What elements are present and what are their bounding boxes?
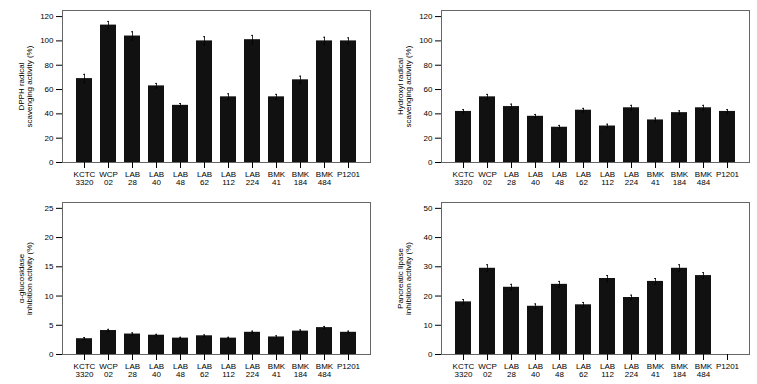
svg-text:Hydroxyl radicalscavenging act: Hydroxyl radicalscavenging activity (%) (396, 45, 413, 127)
svg-text:KCTC3320: KCTC3320 (453, 362, 475, 379)
svg-text:LAB48: LAB48 (173, 362, 188, 379)
svg-text:LAB48: LAB48 (552, 170, 567, 187)
svg-text:40: 40 (424, 233, 433, 242)
svg-text:BMK484: BMK484 (316, 170, 334, 187)
svg-text:0: 0 (428, 350, 433, 359)
svg-text:25: 25 (45, 204, 54, 213)
svg-text:LAB112: LAB112 (221, 170, 236, 187)
svg-text:P1201: P1201 (337, 170, 361, 179)
svg-text:0: 0 (49, 350, 54, 359)
svg-text:BMK184: BMK184 (671, 170, 689, 187)
svg-text:60: 60 (45, 85, 54, 94)
svg-text:40: 40 (45, 109, 54, 118)
svg-text:LAB28: LAB28 (504, 362, 519, 379)
svg-text:BMK41: BMK41 (268, 170, 286, 187)
svg-text:LAB62: LAB62 (197, 170, 212, 187)
svg-text:WCP02: WCP02 (478, 170, 497, 187)
svg-text:50: 50 (424, 204, 433, 213)
svg-text:LAB62: LAB62 (576, 170, 591, 187)
svg-text:20: 20 (424, 134, 433, 143)
svg-text:20: 20 (45, 134, 54, 143)
svg-text:LAB40: LAB40 (149, 362, 164, 379)
svg-text:LAB28: LAB28 (125, 362, 140, 379)
svg-text:40: 40 (424, 109, 433, 118)
svg-text:5: 5 (49, 321, 54, 330)
svg-text:LAB28: LAB28 (504, 170, 519, 187)
svg-text:LAB112: LAB112 (600, 170, 615, 187)
svg-text:LAB112: LAB112 (221, 362, 236, 379)
svg-text:60: 60 (424, 85, 433, 94)
svg-text:α-glucosidaseinhibition activi: α-glucosidaseinhibition activity (%) (17, 242, 34, 315)
svg-text:LAB40: LAB40 (528, 362, 543, 379)
svg-text:LAB62: LAB62 (197, 362, 212, 379)
svg-text:0: 0 (49, 158, 54, 167)
svg-text:Pancreatic lipaseinhibition ac: Pancreatic lipaseinhibition activity (%) (396, 242, 413, 315)
svg-text:P1201: P1201 (337, 362, 361, 371)
svg-text:100: 100 (40, 36, 54, 45)
svg-text:LAB62: LAB62 (576, 362, 591, 379)
svg-text:0: 0 (428, 158, 433, 167)
svg-text:BMK184: BMK184 (292, 362, 310, 379)
svg-text:BMK184: BMK184 (671, 362, 689, 379)
svg-text:15: 15 (45, 262, 54, 271)
svg-text:BMK484: BMK484 (316, 362, 334, 379)
svg-text:120: 120 (419, 12, 433, 21)
svg-text:DPPH radicalscavenging activit: DPPH radicalscavenging activity (%) (17, 45, 34, 127)
svg-text:80: 80 (45, 61, 54, 70)
svg-text:BMK41: BMK41 (268, 362, 286, 379)
svg-text:BMK41: BMK41 (647, 170, 665, 187)
svg-text:LAB224: LAB224 (245, 170, 260, 187)
svg-text:WCP02: WCP02 (478, 362, 497, 379)
svg-text:P1201: P1201 (716, 170, 740, 179)
svg-text:LAB224: LAB224 (245, 362, 260, 379)
svg-text:LAB40: LAB40 (149, 170, 164, 187)
svg-text:100: 100 (419, 36, 433, 45)
svg-text:120: 120 (40, 12, 54, 21)
svg-text:LAB48: LAB48 (552, 362, 567, 379)
svg-text:10: 10 (424, 321, 433, 330)
svg-text:20: 20 (424, 292, 433, 301)
svg-text:80: 80 (424, 61, 433, 70)
svg-text:KCTC3320: KCTC3320 (74, 362, 96, 379)
svg-text:LAB40: LAB40 (528, 170, 543, 187)
svg-text:KCTC3320: KCTC3320 (74, 170, 96, 187)
svg-text:BMK484: BMK484 (695, 362, 713, 379)
svg-text:10: 10 (45, 292, 54, 301)
svg-text:WCP02: WCP02 (99, 170, 118, 187)
svg-text:WCP02: WCP02 (99, 362, 118, 379)
svg-text:BMK184: BMK184 (292, 170, 310, 187)
svg-text:KCTC3320: KCTC3320 (453, 170, 475, 187)
svg-text:30: 30 (424, 262, 433, 271)
svg-text:LAB48: LAB48 (173, 170, 188, 187)
svg-text:LAB224: LAB224 (624, 170, 639, 187)
svg-text:BMK41: BMK41 (647, 362, 665, 379)
svg-text:20: 20 (45, 233, 54, 242)
svg-text:P1201: P1201 (716, 362, 740, 371)
svg-text:LAB112: LAB112 (600, 362, 615, 379)
svg-text:LAB224: LAB224 (624, 362, 639, 379)
svg-text:LAB28: LAB28 (125, 170, 140, 187)
svg-text:BMK484: BMK484 (695, 170, 713, 187)
